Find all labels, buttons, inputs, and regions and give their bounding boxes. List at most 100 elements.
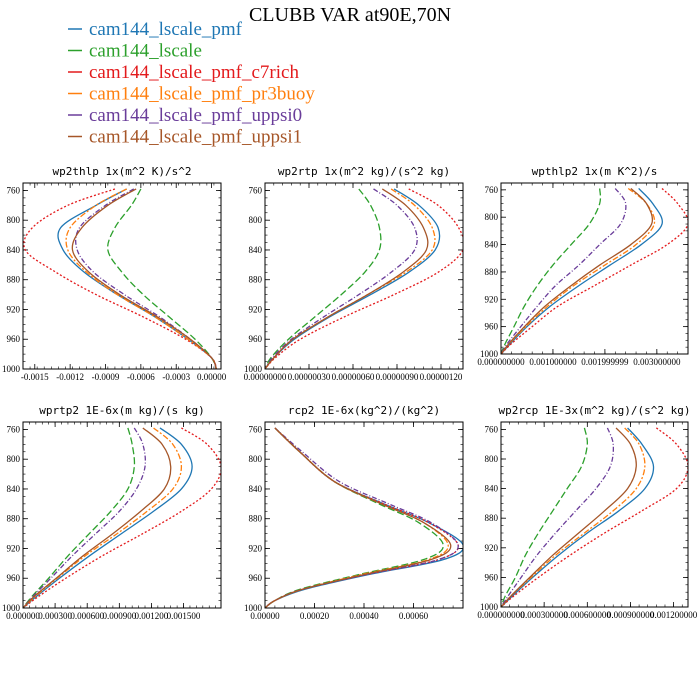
x-tick-label: 0.000300	[38, 611, 72, 621]
series-line	[23, 427, 193, 608]
y-tick-label: 960	[7, 573, 21, 583]
x-tick-label: 0.00000	[197, 372, 227, 382]
panel: wp2rtp 1x(m^2 kg)/(s^2 kg) 760 800 840 880 92…	[244, 165, 464, 382]
y-tick-label: 800	[7, 215, 21, 225]
y-tick-label: 920	[7, 304, 21, 314]
series-line	[23, 427, 136, 608]
series-line	[265, 188, 382, 369]
y-tick-label: 960	[485, 322, 499, 332]
y-tick-label: 1000	[480, 602, 499, 612]
x-tick-label: 0.00000030	[288, 372, 331, 382]
panel-title: wp2rtp 1x(m^2 kg)/(s^2 kg)	[278, 165, 450, 178]
y-tick-label: 880	[7, 275, 21, 285]
series-line	[501, 427, 615, 607]
y-tick-label: 880	[249, 275, 263, 285]
series-line	[265, 427, 449, 608]
series-group	[265, 188, 463, 369]
series-line	[265, 427, 452, 608]
x-tick-label: -0.0003	[162, 372, 190, 382]
series-line	[501, 188, 627, 354]
y-tick-label: 840	[249, 245, 263, 255]
panel-title: wprtp2 1E-6x(m kg)/(s kg)	[39, 404, 205, 417]
x-tick-label: 0.000000000	[477, 610, 525, 620]
x-tick-label: 0.000900	[102, 611, 136, 621]
y-tick-label: 920	[485, 294, 499, 304]
x-tick-label: 0.00040	[349, 611, 379, 621]
y-tick-label: 960	[485, 572, 499, 582]
series-line	[501, 187, 654, 354]
x-tick-label: 0.00000	[250, 611, 280, 621]
y-tick-label: 880	[485, 267, 499, 277]
series-line	[501, 188, 602, 354]
legend-label: cam144_lscale_pmf_uppsi0	[89, 105, 302, 126]
x-tick-label: -0.0015	[21, 372, 49, 382]
panel: wp2thlp 1x(m^2 K)/s^2 760 800 840 880 920 960 1…	[2, 165, 227, 382]
series-line	[501, 187, 688, 354]
legend-label: cam144_lscale	[89, 41, 202, 62]
legend-item: cam144_lscale_pmf_c7rich	[68, 62, 299, 83]
y-tick-label: 760	[249, 424, 263, 434]
legend-item: cam144_lscale	[68, 41, 202, 62]
y-tick-label: 1000	[480, 349, 499, 359]
panel: wpthlp2 1x(m K^2)/s 760 800 840 880 920 960 100…	[477, 165, 689, 367]
y-tick-label: 960	[249, 573, 263, 583]
series-line	[23, 427, 221, 608]
panel: wp2rcp 1E-3x(m^2 kg)/(s^2 kg) 760 800 840 88…	[477, 404, 697, 620]
series-line	[501, 427, 655, 607]
x-tick-label: -0.0006	[127, 372, 155, 382]
legend-label: cam144_lscale_pmf_c7rich	[89, 62, 299, 83]
x-tick-label: 0.000900000	[607, 610, 655, 620]
y-tick-label: 920	[249, 543, 263, 553]
series-line	[65, 188, 217, 369]
x-tick-label: 0.001500	[167, 611, 201, 621]
x-tick-label: 0.00000000	[244, 372, 287, 382]
plot-frame	[264, 182, 464, 370]
panel-title: rcp2 1E-6x(kg^2)/(kg^2)	[288, 404, 440, 417]
legend-label: cam144_lscale_pmf_pr3buoy	[89, 84, 315, 105]
x-tick-label: 0.001999999	[581, 357, 629, 367]
y-tick-label: 920	[485, 543, 499, 553]
y-tick-label: 760	[485, 424, 499, 434]
y-tick-label: 1000	[2, 603, 21, 613]
y-tick-label: 800	[485, 454, 499, 464]
series-group	[501, 427, 688, 607]
x-tick-label: 0.00000090	[376, 372, 419, 382]
panel-title: wp2rcp 1E-3x(m^2 kg)/(s^2 kg)	[498, 404, 690, 417]
y-tick-label: 800	[485, 212, 499, 222]
series-group	[23, 427, 221, 608]
panel-title: wpthlp2 1x(m K^2)/s	[532, 165, 658, 178]
x-tick-label: 0.001200000	[650, 610, 698, 620]
series-group	[23, 188, 217, 369]
x-tick-label: 0.000600	[70, 611, 104, 621]
y-tick-label: 800	[249, 215, 263, 225]
x-tick-label: -0.0009	[92, 372, 120, 382]
series-line	[23, 427, 172, 608]
x-tick-label: 0.00060	[399, 611, 429, 621]
y-tick-label: 880	[485, 513, 499, 523]
series-line	[71, 188, 217, 369]
y-tick-label: 760	[7, 424, 21, 434]
x-tick-label: 0.00000120	[420, 372, 463, 382]
series-line	[265, 427, 459, 608]
y-tick-label: 1000	[244, 364, 263, 374]
y-tick-label: 960	[249, 334, 263, 344]
y-tick-label: 840	[249, 484, 263, 494]
x-tick-label: 0.001000000	[529, 357, 577, 367]
x-tick-label: -0.0012	[56, 372, 84, 382]
series-line	[23, 188, 217, 369]
x-tick-label: 0.003000000	[633, 357, 681, 367]
x-tick-label: 0.000300000	[521, 610, 569, 620]
panel-title: wp2thlp 1x(m^2 K)/s^2	[52, 165, 191, 178]
y-tick-label: 800	[7, 454, 21, 464]
series-line	[501, 187, 656, 354]
series-group	[501, 187, 688, 354]
series-line	[501, 427, 637, 607]
y-tick-label: 760	[485, 185, 499, 195]
panel: wprtp2 1E-6x(m kg)/(s kg) 760 800 840 880 920…	[2, 404, 222, 621]
series-line	[265, 188, 463, 369]
series-line	[265, 188, 429, 369]
y-tick-label: 840	[485, 240, 499, 250]
y-tick-label: 760	[7, 185, 21, 195]
y-tick-label: 1000	[244, 603, 263, 613]
y-tick-label: 840	[7, 245, 21, 255]
